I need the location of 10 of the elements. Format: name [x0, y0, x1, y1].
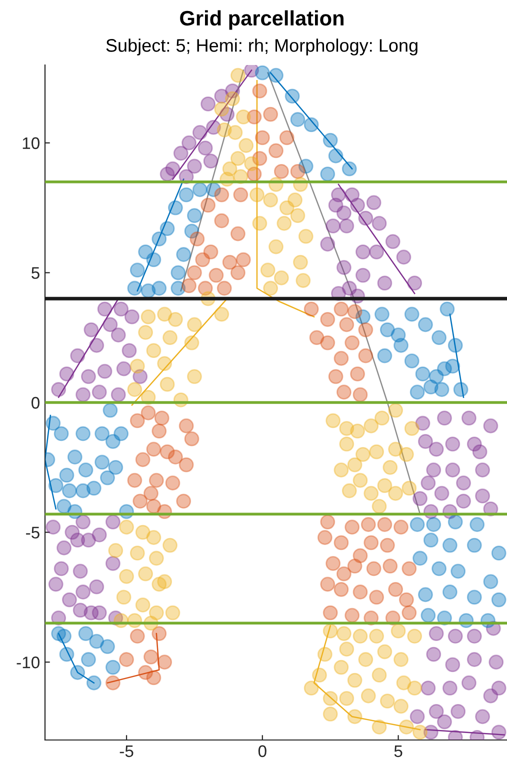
x-tick-label: 5 — [394, 745, 402, 758]
y-tick-label: 10 — [22, 137, 40, 150]
y-tick-label: -5 — [26, 526, 40, 539]
y-tick-label: -10 — [16, 656, 40, 668]
y-tick-label: 5 — [32, 267, 40, 279]
x-tick-label: 0 — [258, 745, 266, 758]
chart-title: Grid parcellation — [180, 10, 344, 30]
y-tick-label: 0 — [32, 396, 40, 409]
x-tick-label: -5 — [120, 745, 134, 758]
chart-subtitle: Subject: 5; Hemi: rh; Morphology: Long — [106, 38, 418, 56]
